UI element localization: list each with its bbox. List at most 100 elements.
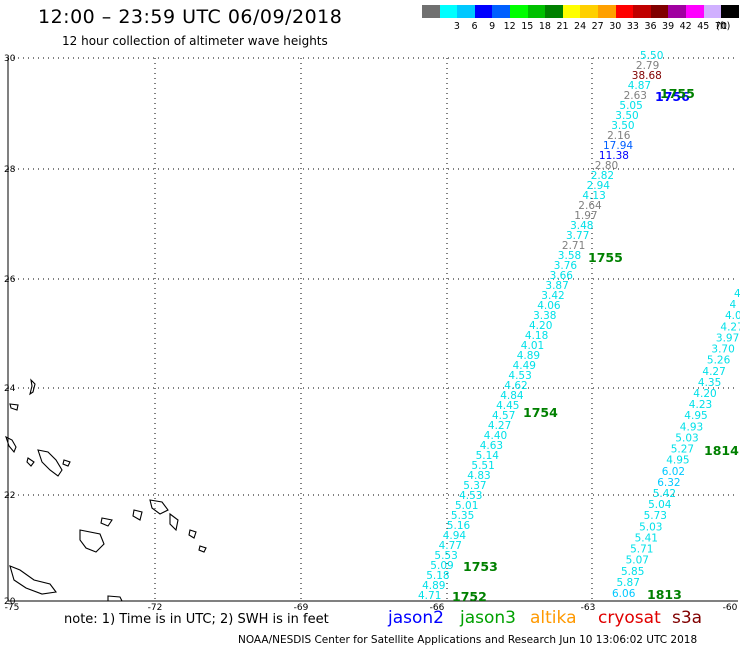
swh-value-track-a: 2.71: [562, 240, 585, 252]
swh-value-track-a: 4.49: [513, 360, 536, 372]
latitude-tick-label: 24: [4, 384, 16, 394]
color-scale-swatch: [422, 5, 441, 18]
satellite-legend-altika: altika: [530, 608, 577, 628]
satellite-legend-cryosat: cryosat: [598, 608, 661, 628]
island-outline: [169, 512, 179, 532]
island-outline: [26, 457, 35, 467]
swh-value-track-a: 3.77: [566, 230, 589, 242]
color-scale-swatch: [721, 5, 740, 18]
swh-value-track-a: 2.64: [578, 200, 602, 212]
color-scale-swatch: [598, 5, 617, 18]
swh-value-track-a: 4.94: [443, 530, 467, 542]
color-scale-label: 12: [503, 21, 516, 32]
swh-value-track-a: 3.48: [570, 220, 593, 232]
island-outline: [100, 517, 113, 527]
color-scale-swatch: [580, 5, 599, 18]
swh-value-track-b: 4.20: [693, 388, 716, 400]
swh-value-track-b: 5.85: [621, 566, 644, 578]
swh-value-track-a: 5.14: [476, 450, 500, 462]
footer-credit: NOAA/NESDIS Center for Satellite Applica…: [238, 634, 698, 646]
satellite-legend-jason3: jason3: [460, 608, 516, 628]
swh-value-track-b: 5.26: [707, 355, 731, 367]
color-scale-label: 24: [574, 21, 587, 32]
swh-value-track-b: 4.93: [680, 421, 703, 433]
island-outline: [62, 459, 71, 467]
color-scale-swatch: [439, 5, 458, 18]
swh-value-track-a: 4.87: [628, 80, 651, 92]
island-outline: [37, 449, 63, 477]
island-outline: [188, 529, 197, 539]
pass-time-label: 1756: [655, 89, 690, 104]
swh-value-track-b: 5.07: [626, 555, 649, 567]
color-scale-swatch: [545, 5, 564, 18]
swh-value-track-b: 5.73: [644, 510, 667, 522]
swh-value-track-a: 3.42: [541, 290, 564, 302]
swh-value-track-a: 3.76: [554, 260, 578, 272]
color-scale-label: 18: [538, 21, 551, 32]
swh-value-track-a: 5.18: [426, 570, 449, 582]
island-outline: [79, 529, 105, 553]
color-scale-label: 27: [591, 21, 604, 32]
color-scale-swatch: [474, 5, 493, 18]
swh-value-track-a: 2.80: [595, 160, 618, 172]
color-scale-swatch: [650, 5, 669, 18]
island-outline: [107, 595, 123, 602]
swh-value-track-a: 4.77: [439, 540, 462, 552]
swh-value-track-a: 2.94: [587, 180, 611, 192]
swh-value-track-a: 5.16: [447, 520, 471, 532]
swh-value-track-a: 11.38: [599, 150, 629, 162]
swh-value-track-b: 5.87: [617, 577, 640, 589]
swh-value-track-a: 4.89: [517, 350, 540, 362]
swh-value-track-a: 4.63: [480, 440, 503, 452]
color-scale-label: 33: [626, 21, 639, 32]
swh-value-track-a: 3.50: [615, 110, 638, 122]
swh-value-track-a: 4.83: [467, 470, 490, 482]
swh-value-track-a: 5.37: [463, 480, 486, 492]
swh-value-track-b: 4.95: [684, 410, 707, 422]
swh-value-track-b: 4.27: [702, 366, 725, 378]
swh-value-track-a: 3.38: [533, 310, 556, 322]
longitude-tick-label: -60: [723, 603, 738, 613]
color-scale-swatch: [562, 5, 581, 18]
pass-time-label: 1814: [704, 443, 739, 458]
latitude-tick-label: 22: [4, 491, 15, 501]
swh-value-track-a: 4.53: [508, 370, 531, 382]
map-subtitle: 12 hour collection of altimeter wave hei…: [62, 34, 328, 48]
color-scale-legend: 3 6 9 12 15 18 21 24 27 30 33 36 39 42 45 70 (ft): [0, 0, 740, 36]
swh-value-track-a: 4.57: [492, 410, 515, 422]
swh-value-track-a: 5.05: [619, 100, 642, 112]
swh-value-track-b: 4: [734, 288, 740, 300]
swh-value-track-a: 5.51: [471, 460, 494, 472]
island-outline: [198, 545, 207, 553]
swh-value-track-a: 2.79: [636, 60, 659, 72]
swh-value-track-a: 5.09: [430, 560, 453, 572]
swh-value-track-b: 5.03: [675, 432, 698, 444]
swh-value-track-a: 4.62: [504, 380, 527, 392]
color-scale-label: 3: [453, 21, 460, 32]
island-outline: [149, 499, 169, 515]
pass-time-label: 1813: [647, 587, 682, 602]
color-scale-swatch: [686, 5, 705, 18]
swh-value-track-b: 4.95: [666, 455, 689, 467]
island-outline: [29, 378, 36, 396]
pass-time-label: 1755: [660, 86, 695, 101]
color-scale-swatch: [668, 5, 687, 18]
swh-value-track-a: 4.13: [582, 190, 605, 202]
pass-time-label: 1753: [463, 559, 498, 574]
color-scale-swatch: [457, 5, 476, 18]
color-scale-swatch: [703, 5, 722, 18]
swh-value-track-a: 4.01: [521, 340, 544, 352]
latitude-tick-label: 20: [4, 597, 16, 607]
swh-value-track-a: 5.35: [451, 510, 474, 522]
longitude-tick-label: -75: [5, 603, 20, 613]
swh-value-track-b: 4.07: [725, 310, 740, 322]
longitude-tick-label: -63: [581, 603, 596, 613]
swh-value-track-b: 4.27: [720, 321, 740, 333]
swh-value-track-a: 5.01: [455, 500, 478, 512]
swh-value-track-b: 6.02: [662, 466, 685, 478]
longitude-tick-label: -72: [148, 603, 163, 613]
swh-value-track-a: 3.87: [545, 280, 568, 292]
swh-value-track-b: 3.70: [711, 344, 734, 356]
swh-value-track-a: 4.20: [529, 320, 552, 332]
swh-value-track-b: 5.41: [635, 532, 658, 544]
